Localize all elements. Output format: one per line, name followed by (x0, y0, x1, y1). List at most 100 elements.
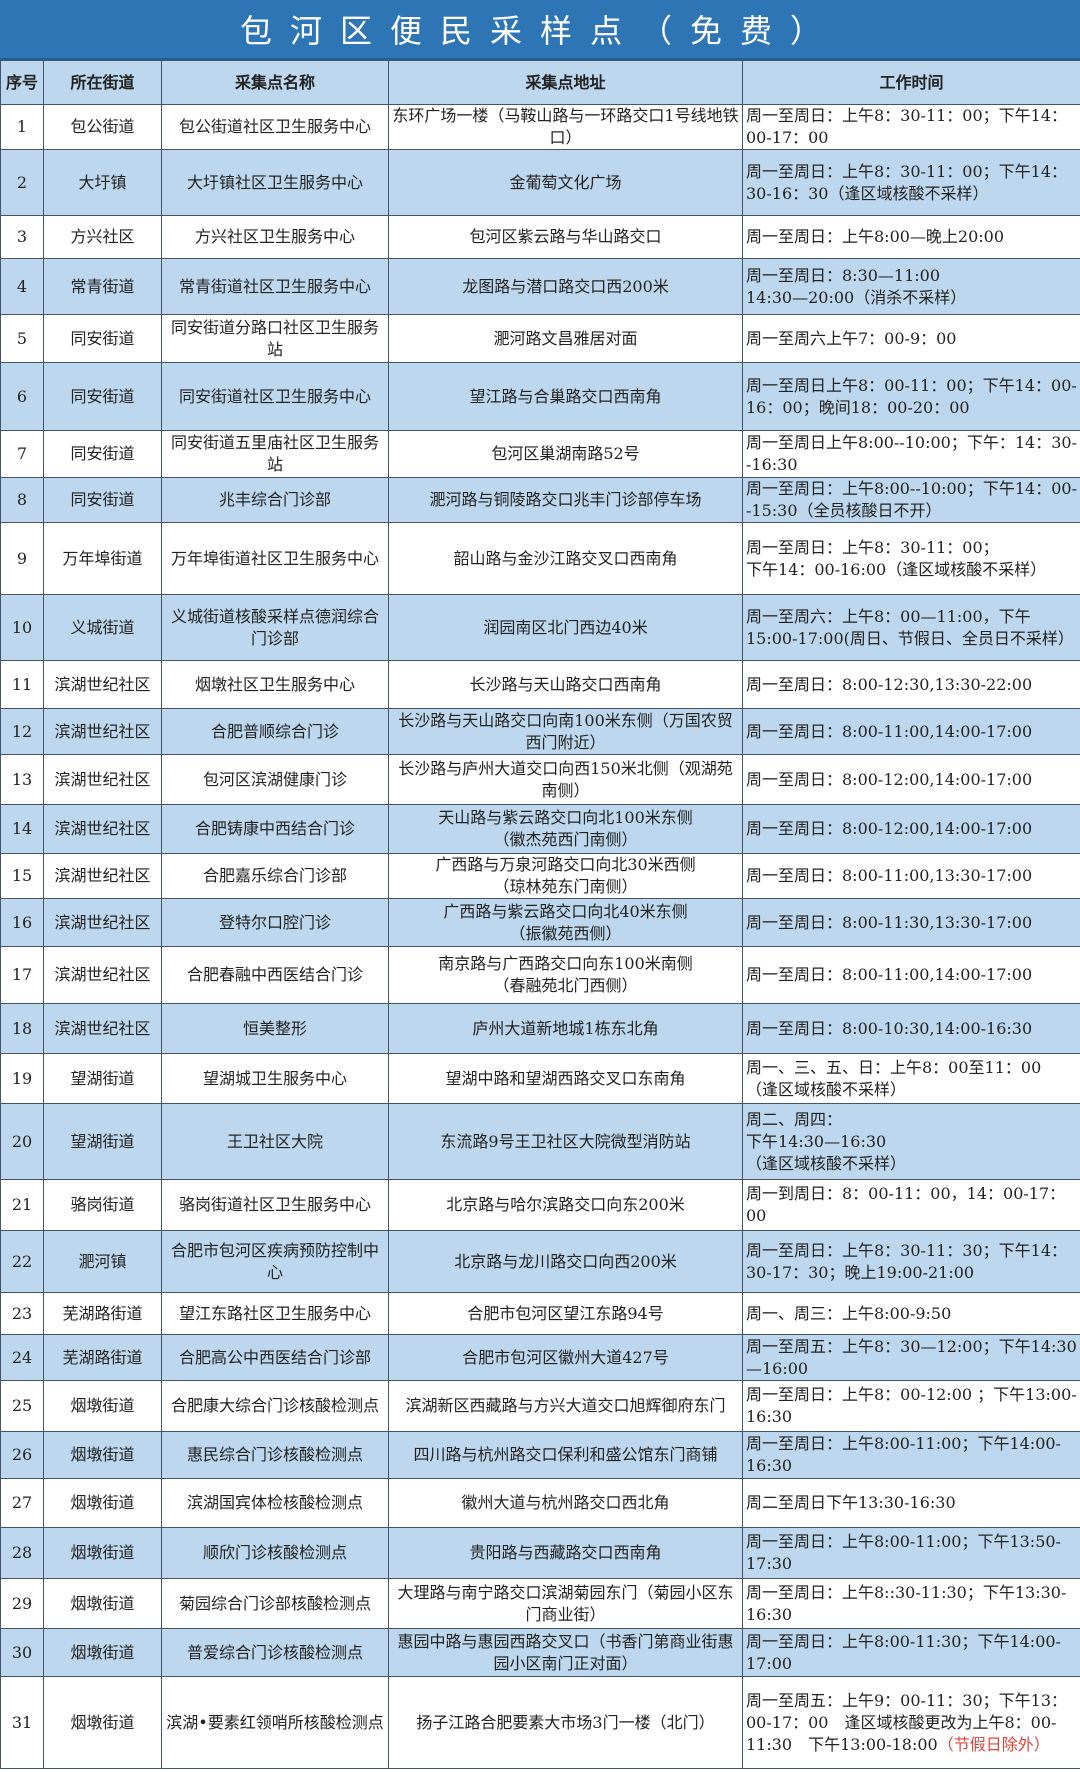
cell-address: 望湖中路和望湖西路交叉口东南角 (388, 1053, 743, 1104)
cell-name: 合肥普顺综合门诊 (161, 708, 389, 755)
cell-name-text: 合肥康大综合门诊核酸检测点 (170, 1396, 379, 1415)
cell-street-text: 同安街道 (70, 386, 135, 406)
cell-time: 周一至周日：8:00-11:00,13:30-17:00 (742, 853, 1080, 899)
cell-time: 周一至周日：上午8:00--10:00；下午14：00--15:30（全员核酸日… (742, 477, 1080, 523)
cell-street: 同安街道 (43, 477, 162, 523)
table-row: 12 滨湖世纪社区 合肥普顺综合门诊 长沙路与天山路交口向南100米东侧（万国农贸西门… (0, 708, 1080, 755)
cell-street: 望湖街道 (43, 1103, 162, 1180)
cell-street-text: 烟墩街道 (70, 1593, 135, 1613)
table-row: 29 烟墩街道 菊园综合门诊部核酸检测点 大理路与南宁路交口滨湖菊园东门（菊园小区东门… (0, 1578, 1080, 1629)
cell-address-text: 淝河路文昌雅居对面 (493, 328, 638, 348)
cell-address: 大理路与南宁路交口滨湖菊园东门（菊园小区东门商业街） (388, 1578, 743, 1629)
cell-name: 大圩镇社区卫生服务中心 (161, 149, 389, 216)
cell-street: 万年埠街道 (43, 522, 162, 595)
cell-time: 周二、周四： 下午14:30—16:30 （逢区域核酸不采样） (742, 1103, 1080, 1180)
cell-street: 骆岗街道 (43, 1179, 162, 1231)
table-row: 22 淝河镇 合肥市包河区疾病预防控制中心 北京路与龙川路交口向西200米 周一至周日：… (0, 1230, 1080, 1293)
cell-street-text: 烟墩街道 (70, 1493, 135, 1512)
cell-street-text: 滨湖世纪社区 (54, 965, 151, 984)
cell-no-text: 6 (16, 386, 28, 406)
cell-time: 周一至周日：上午8：30-11：00；下午14：00-17：00 (742, 104, 1080, 150)
cell-name: 义城街道核酸采样点德润综合门诊部 (161, 594, 389, 661)
cell-street-text: 方兴社区 (70, 227, 135, 246)
cell-address: 扬子江路合肥要素大市场3门一楼（北门） (388, 1676, 743, 1769)
cell-time-text: 周一至周日：8:00-10:30,14:00-16:30 (746, 1018, 1033, 1038)
cell-name-text: 合肥高公中西医结合门诊部 (178, 1347, 371, 1367)
cell-address: 润园南区北门西边40米 (388, 594, 743, 661)
cell-street: 淝河镇 (43, 1230, 162, 1293)
cell-name: 烟墩社区卫生服务中心 (161, 660, 389, 709)
cell-no-text: 26 (11, 1445, 33, 1464)
table-row: 28 烟墩街道 顺欣门诊核酸检测点 贵阳路与西藏路交口西南角 周一至周日：上午8:00-… (0, 1527, 1080, 1579)
cell-time: 周一至周日：上午8：30-11：30；下午14：30-17：30；晚上19:00… (742, 1230, 1080, 1293)
table-row: 8 同安街道 兆丰综合门诊部 淝河路与铜陵路交口兆丰门诊部停车场 周一至周日：上午8:0… (0, 477, 1080, 523)
cell-name-text: 合肥嘉乐综合门诊部 (202, 866, 347, 885)
cell-time-text: 周一、周三：上午8:00-9:50 (746, 1303, 952, 1323)
cell-no-text: 21 (11, 1195, 33, 1214)
cell-address-text: 龙图路与潜口路交口西200米 (462, 276, 669, 296)
cell-street-text: 滨湖世纪社区 (54, 769, 151, 789)
cell-time: 周一至周日：上午8:00-11:00；下午14:00-16:30 (742, 1431, 1080, 1479)
cell-address: 滨湖新区西藏路与方兴大道交口旭辉御府东门 (388, 1380, 743, 1432)
table-row: 21 骆岗街道 骆岗街道社区卫生服务中心 北京路与哈尔滨路交口向东200米 周一到周日：… (0, 1179, 1080, 1231)
cell-name-text: 普爱综合门诊核酸检测点 (186, 1642, 363, 1662)
cell-street-text: 滨湖世纪社区 (54, 721, 151, 741)
cell-no-text: 31 (11, 1712, 33, 1732)
cell-time-text: 周一至周日：上午8:00-11:00；下午13:50-17:30 (746, 1532, 1061, 1573)
cell-street: 滨湖世纪社区 (43, 1003, 162, 1054)
cell-no-text: 22 (11, 1251, 33, 1271)
cell-no-text: 12 (11, 721, 33, 741)
cell-no: 6 (0, 362, 44, 431)
cell-no: 17 (0, 946, 44, 1004)
cell-address-text: 庐州大道新地城1栋东北角 (472, 1018, 659, 1038)
cell-address-text: 望江路与合巢路交口西南角 (469, 386, 662, 406)
header-name: 采集点名称 (161, 60, 389, 105)
cell-name-text: 同安街道分路口社区卫生服务站 (170, 317, 379, 359)
cell-no-text: 7 (16, 444, 28, 463)
cell-time: 周一至周六：上午8：00—11:00，下午15:00-17:00(周日、节假日、… (742, 594, 1080, 661)
table-row: 30 烟墩街道 普爱综合门诊核酸检测点 惠园中路与惠园西路交叉口（书香门第商业街惠园小… (0, 1628, 1080, 1677)
header-no: 序号 (0, 60, 44, 105)
cell-street: 望湖街道 (43, 1053, 162, 1104)
cell-address-text: 广西路与万泉河路交口向北30米西侧 （琼林苑东门南侧） (435, 855, 696, 896)
cell-street-text: 同安街道 (70, 490, 135, 509)
cell-address-text: 包河区巢湖南路52号 (491, 444, 640, 463)
cell-name: 惠民综合门诊核酸检测点 (161, 1431, 389, 1479)
cell-name: 合肥铸康中西结合门诊 (161, 804, 389, 854)
cell-time-text: 周一到周日：8：00-11：00，14：00-17：00 (746, 1184, 1066, 1225)
cell-time-text: 周一至周日上午8:00--10:00；下午：14：30--16:30 (746, 433, 1077, 474)
cell-name: 登特尔口腔门诊 (161, 898, 389, 947)
cell-address: 韶山路与金沙江路交叉口西南角 (388, 522, 743, 595)
cell-time: 周一至周日：上午8:00—晚上20:00 (742, 215, 1080, 259)
cell-name: 方兴社区卫生服务中心 (161, 215, 389, 259)
cell-name-text: 合肥春融中西医结合门诊 (186, 965, 363, 984)
cell-street: 芜湖路街道 (43, 1334, 162, 1381)
cell-address: 徽州大道与杭州路交口西北角 (388, 1478, 743, 1528)
cell-no-text: 9 (16, 548, 28, 568)
table-row: 5 同安街道 同安街道分路口社区卫生服务站 淝河路文昌雅居对面 周一至周六上午7：00-… (0, 314, 1080, 363)
cell-time: 周一至周日：上午8：30-11：00； 下午14：00-16:00（逢区域核酸不… (742, 522, 1080, 595)
cell-no-text: 30 (11, 1642, 33, 1662)
cell-address-text: 东流路9号王卫社区大院微型消防站 (440, 1131, 691, 1151)
table-row: 3 方兴社区 方兴社区卫生服务中心 包河区紫云路与华山路交口 周一至周日：上午8:00—… (0, 215, 1080, 259)
cell-no-text: 20 (11, 1131, 33, 1151)
header-street: 所在街道 (43, 60, 162, 105)
cell-time-text: 周一至周五：上午9：00-11：30；下午13：00-17：00 逢区域核酸更改… (746, 1690, 1068, 1754)
cell-name: 滨湖•要素红领哨所核酸检测点 (161, 1676, 389, 1769)
cell-name: 同安街道五里庙社区卫生服务站 (161, 430, 389, 478)
cell-street-text: 望湖街道 (70, 1131, 135, 1151)
cell-street: 同安街道 (43, 314, 162, 363)
cell-time: 周一至周日：上午8：00-12:00 ；下午13:00-16:30 (742, 1380, 1080, 1432)
cell-name-text: 义城街道核酸采样点德润综合门诊部 (170, 606, 379, 648)
cell-no: 10 (0, 594, 44, 661)
cell-no: 12 (0, 708, 44, 755)
cell-address-text: 长沙路与天山路交口西南角 (469, 674, 662, 694)
cell-no: 30 (0, 1628, 44, 1677)
cell-time: 周一至周日：上午8:00-11:00；下午13:50-17:30 (742, 1527, 1080, 1579)
cell-time: 周一至周日：8:00-12:30,13:30-22:00 (742, 660, 1080, 709)
cell-time: 周一至周五：上午8：30—12:00；下午14:30—16:00 (742, 1334, 1080, 1381)
cell-time: 周二至周日下午13:30-16:30 (742, 1478, 1080, 1528)
cell-street: 烟墩街道 (43, 1578, 162, 1629)
cell-address-text: 四川路与杭州路交口保利和盛公馆东门商铺 (413, 1445, 718, 1464)
table-row: 11 滨湖世纪社区 烟墩社区卫生服务中心 长沙路与天山路交口西南角 周一至周日：8:00… (0, 660, 1080, 709)
